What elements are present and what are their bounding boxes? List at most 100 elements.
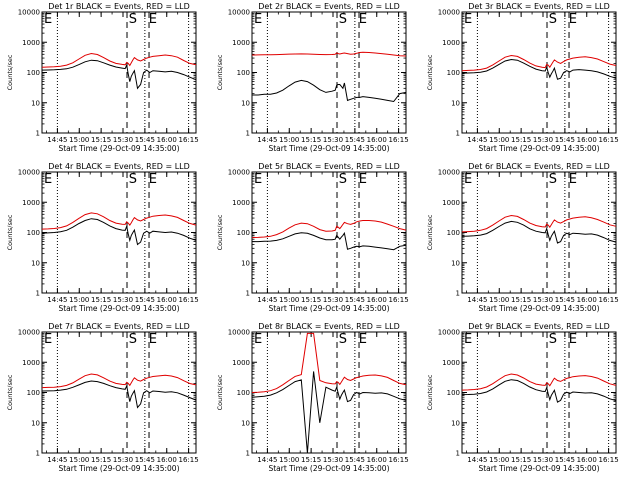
y-tick-label: 1000 [232, 199, 250, 207]
panel-det-9: Det 9r BLACK = Events, RED = LLD 1 10 100 10… [426, 322, 619, 473]
x-tick-label: 14:45 [257, 456, 277, 464]
x-tick-label: 15:15 [511, 296, 531, 304]
events-series-line [461, 58, 617, 80]
corner-label: E [464, 332, 472, 347]
x-tick-label: 15:15 [91, 296, 111, 304]
y-axis-label: Counts/sec [216, 54, 224, 90]
marker-label-e: E [569, 12, 577, 27]
corner-label: E [44, 332, 52, 347]
lld-series-line [41, 52, 197, 68]
plot-frame [41, 11, 197, 134]
x-tick-label: 14:45 [257, 136, 277, 144]
lld-series-line [461, 373, 617, 391]
x-tick-label: 15:45 [135, 456, 155, 464]
y-axis-label: Counts/sec [6, 54, 14, 90]
x-tick-label: 14:45 [467, 456, 487, 464]
marker-label-s: S [339, 332, 347, 347]
x-tick-label: 15:45 [345, 136, 365, 144]
corner-label: E [254, 332, 262, 347]
x-tick-label: 15:15 [91, 456, 111, 464]
events-series-line [461, 220, 617, 244]
y-tick-label: 10000 [438, 9, 460, 17]
x-axis-label: Start Time (29-Oct-09 14:35:00) [268, 304, 389, 313]
y-tick-label: 1000 [232, 359, 250, 367]
y-tick-label: 10 [31, 259, 40, 267]
x-tick-label: 16:15 [179, 456, 199, 464]
y-tick-label: 1000 [442, 359, 460, 367]
panel-det-6: Det 6r BLACK = Events, RED = LLD 1 10 100 10… [426, 162, 619, 313]
x-tick-label: 15:00 [69, 296, 89, 304]
y-axis-label: Counts/sec [216, 374, 224, 410]
corner-label: E [464, 12, 472, 27]
x-axis-label: Start Time (29-Oct-09 14:35:00) [478, 304, 599, 313]
x-tick-label: 16:15 [179, 296, 199, 304]
panel-title: Det 2r BLACK = Events, RED = LLD [258, 2, 400, 11]
panel-det-8: Det 8r BLACK = Events, RED = LLD 1 10 100 10… [216, 322, 409, 473]
panel-det-5: Det 5r BLACK = Events, RED = LLD 1 10 100 10… [216, 162, 409, 313]
marker-label-e: E [359, 172, 367, 187]
y-tick-label: 10000 [228, 169, 250, 177]
corner-label: E [44, 172, 52, 187]
marker-label-s: S [339, 12, 347, 27]
y-tick-label: 10 [241, 259, 250, 267]
corner-label: E [254, 12, 262, 27]
x-tick-label: 15:00 [69, 136, 89, 144]
events-series-line [251, 371, 407, 454]
x-tick-label: 16:00 [367, 136, 387, 144]
y-tick-label: 1 [246, 450, 250, 458]
x-tick-label: 15:15 [91, 136, 111, 144]
x-tick-label: 14:45 [47, 136, 67, 144]
events-series-line [252, 79, 407, 103]
x-tick-label: 15:30 [113, 296, 133, 304]
events-series-line [41, 59, 197, 90]
x-tick-label: 16:15 [599, 456, 619, 464]
corner-label: E [44, 12, 52, 27]
y-tick-label: 1 [246, 130, 250, 138]
marker-label-s: S [549, 172, 557, 187]
x-tick-label: 16:15 [389, 136, 409, 144]
lld-series-line [41, 212, 197, 230]
plot-frame [461, 11, 617, 134]
x-tick-label: 16:00 [577, 296, 597, 304]
x-tick-label: 15:00 [489, 296, 509, 304]
y-tick-label: 1000 [232, 39, 250, 47]
x-axis-label: Start Time (29-Oct-09 14:35:00) [478, 464, 599, 473]
y-tick-label: 10000 [438, 329, 460, 337]
marker-label-e: E [359, 12, 367, 27]
x-axis-label: Start Time (29-Oct-09 14:35:00) [58, 144, 179, 153]
lld-series-line [461, 54, 617, 72]
x-tick-label: 15:00 [69, 456, 89, 464]
marker-label-s: S [129, 12, 137, 27]
lld-series-line [251, 51, 407, 57]
x-axis-label: Start Time (29-Oct-09 14:35:00) [268, 464, 389, 473]
x-axis-label: Start Time (29-Oct-09 14:35:00) [478, 144, 599, 153]
x-tick-label: 15:30 [323, 136, 343, 144]
y-tick-label: 10 [451, 419, 460, 427]
y-tick-label: 1000 [22, 199, 40, 207]
x-tick-label: 15:30 [113, 456, 133, 464]
plot-frame [251, 171, 407, 294]
x-tick-label: 15:30 [533, 296, 553, 304]
x-axis-label: Start Time (29-Oct-09 14:35:00) [268, 144, 389, 153]
x-tick-label: 15:30 [323, 456, 343, 464]
y-tick-label: 1 [36, 130, 40, 138]
x-tick-label: 15:45 [135, 296, 155, 304]
marker-label-s: S [549, 332, 557, 347]
marker-label-e: E [149, 332, 157, 347]
x-tick-label: 14:45 [467, 136, 487, 144]
y-tick-label: 10000 [228, 329, 250, 337]
panel-det-2: Det 2r BLACK = Events, RED = LLD 1 10 100 10… [216, 2, 409, 153]
x-tick-label: 15:00 [279, 136, 299, 144]
y-tick-label: 100 [447, 69, 460, 77]
y-tick-label: 10000 [18, 9, 40, 17]
panel-det-7: Det 7r BLACK = Events, RED = LLD 1 10 100 10… [6, 322, 199, 473]
y-tick-label: 100 [447, 229, 460, 237]
y-tick-label: 1 [36, 450, 40, 458]
y-tick-label: 1000 [442, 39, 460, 47]
x-tick-label: 15:45 [555, 296, 575, 304]
events-series-line [41, 218, 197, 246]
lld-series-line [251, 332, 407, 393]
lld-series-line [461, 214, 617, 233]
y-tick-label: 10 [31, 99, 40, 107]
